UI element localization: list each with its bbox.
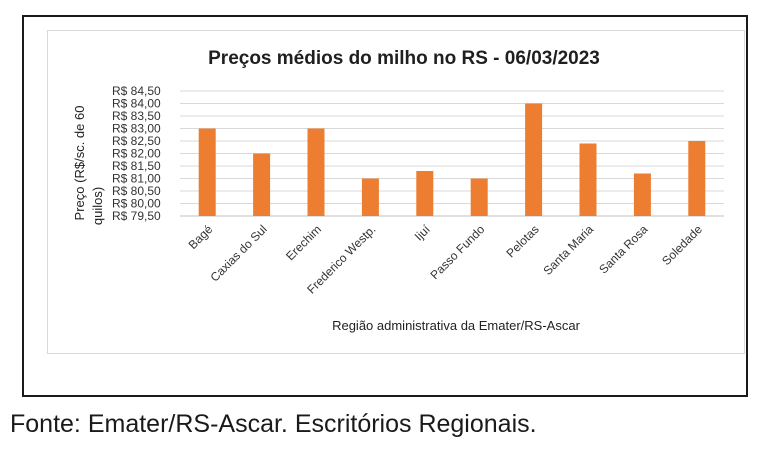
bar: [525, 103, 543, 216]
x-category-label: Pelotas: [504, 222, 542, 260]
bar: [361, 178, 379, 216]
x-category-label: Soledade: [659, 222, 705, 268]
x-category-label: Caxias do Sul: [207, 222, 269, 284]
x-category-label: Passo Fundo: [427, 222, 487, 282]
y-tick-label: R$ 80,50: [112, 184, 161, 198]
bar: [688, 141, 706, 216]
x-category-label: Santa Maria: [540, 222, 596, 278]
bar: [416, 171, 434, 216]
figure-border: [22, 15, 748, 397]
y-tick-label: R$ 84,50: [112, 84, 161, 98]
y-axis-title-line1: Preço (R$/sc. de 60: [72, 106, 87, 221]
y-tick-label: R$ 83,50: [112, 109, 161, 123]
bar: [253, 153, 271, 216]
bar: [307, 128, 325, 216]
bar: [470, 178, 488, 216]
source-note: Fonte: Emater/RS-Ascar. Escritórios Regi…: [10, 410, 537, 438]
bars: [198, 103, 706, 216]
y-tick-label: R$ 84,00: [112, 97, 161, 111]
gridlines: [180, 90, 724, 217]
y-tick-label: R$ 82,00: [112, 147, 161, 161]
y-tick-label: R$ 80,00: [112, 197, 161, 211]
chart-title: Preços médios do milho no RS - 06/03/202…: [208, 48, 600, 69]
bar: [633, 173, 651, 216]
x-category-label: Ijuí: [412, 222, 434, 244]
y-tick-label: R$ 81,50: [112, 159, 161, 173]
y-tick-label: R$ 82,50: [112, 134, 161, 148]
bar: [198, 128, 216, 216]
x-axis-title: Região administrativa da Emater/RS-Ascar: [332, 318, 580, 333]
x-category-label: Erechim: [283, 222, 324, 263]
y-tick-label: R$ 83,00: [112, 122, 161, 136]
bar: [579, 143, 597, 216]
x-category-label: Santa Rosa: [596, 222, 650, 276]
x-category-label: Bagé: [186, 222, 216, 252]
y-tick-label: R$ 81,00: [112, 172, 161, 186]
y-axis-title-line2: quilos): [90, 187, 105, 225]
chart-frame: [47, 30, 745, 354]
y-tick-label: R$ 79,50: [112, 209, 161, 223]
y-axis-ticks: R$ 79,50R$ 80,00R$ 80,50R$ 81,00R$ 81,50…: [112, 84, 161, 223]
